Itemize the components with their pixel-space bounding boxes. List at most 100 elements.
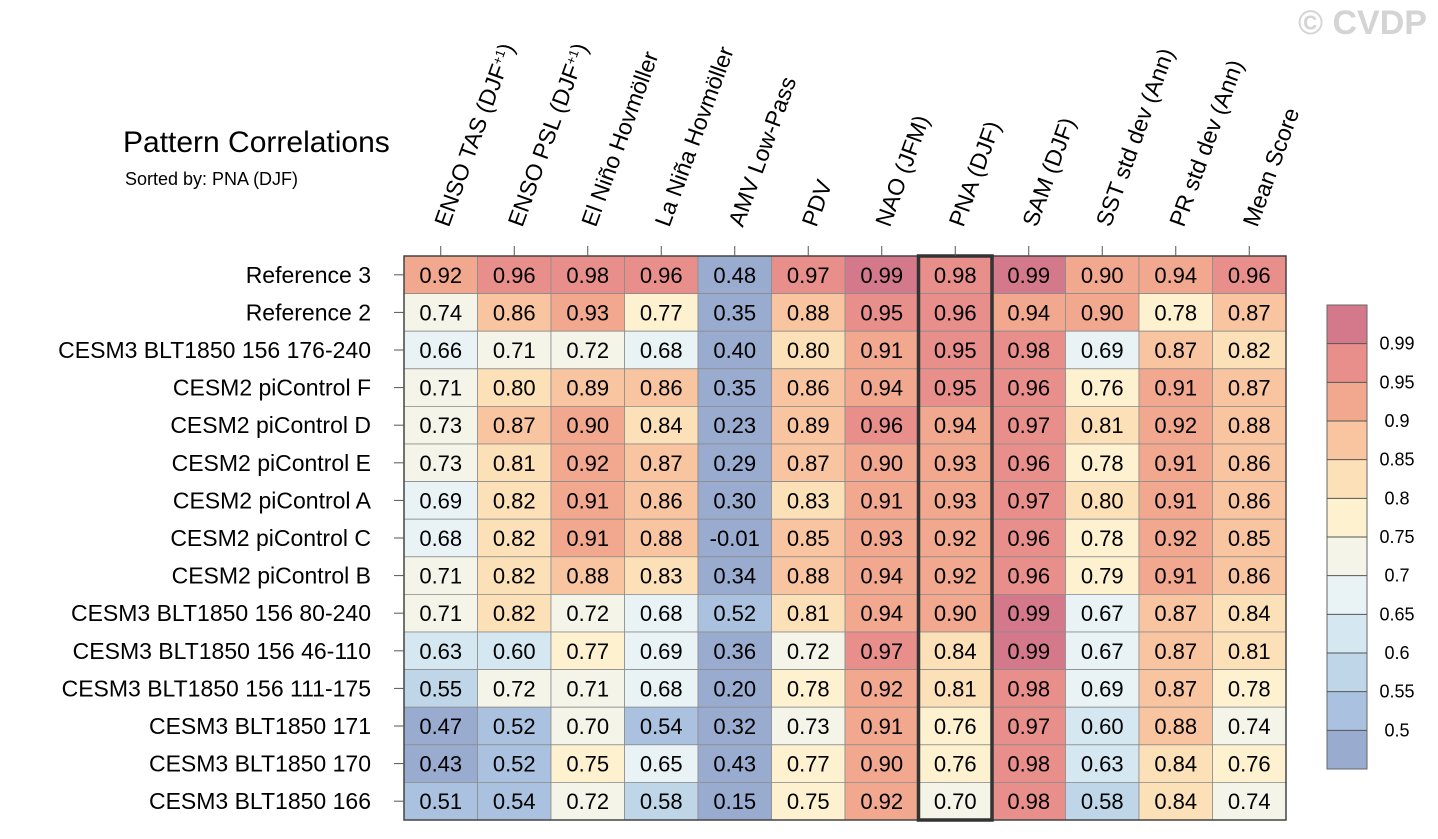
cell-value: 0.81 — [1081, 413, 1124, 438]
cell-value: 0.82 — [493, 488, 536, 513]
cell-value: 0.92 — [1154, 526, 1197, 551]
cell-value: 0.94 — [860, 564, 903, 589]
cell-value: 0.52 — [493, 714, 536, 739]
row-label: CESM2 piControl C — [170, 525, 371, 551]
colorbar-segment — [1327, 575, 1367, 615]
heatmap-cell — [1065, 594, 1140, 633]
heatmap-cell — [1138, 556, 1213, 595]
heatmap-cell — [550, 594, 625, 633]
heatmap-cell — [1212, 556, 1287, 595]
cell-value: 0.96 — [934, 300, 977, 325]
colorbar-label: 0.9 — [1384, 411, 1409, 431]
heatmap-cell — [1212, 631, 1287, 670]
cell-value: 0.89 — [787, 413, 830, 438]
cell-value: 0.92 — [934, 564, 977, 589]
cell-value: 0.76 — [1228, 752, 1271, 777]
cell-value: 0.91 — [1154, 451, 1197, 476]
cell-value: 0.72 — [566, 338, 609, 363]
cell-value: 0.97 — [860, 639, 903, 664]
heatmap-cell — [477, 443, 552, 482]
colorbar-label: 0.75 — [1379, 527, 1414, 547]
heatmap-cell — [1065, 405, 1140, 445]
colorbar-label: 0.5 — [1384, 720, 1409, 740]
chart-title: Pattern Correlations — [123, 126, 390, 159]
row-label: CESM3 BLT1850 156 46-110 — [73, 638, 371, 664]
cell-value: 0.75 — [787, 789, 830, 814]
cell-value: 0.97 — [1007, 488, 1050, 513]
cell-value: 0.54 — [493, 789, 536, 814]
colorbar-segment — [1327, 305, 1367, 344]
heatmap-cell — [403, 706, 478, 746]
colorbar-segment — [1327, 537, 1367, 576]
cell-value: 0.91 — [566, 488, 609, 513]
cell-value: 0.87 — [1154, 676, 1197, 701]
column-label: El Niño Hovmöller — [576, 48, 663, 230]
cell-value: 0.92 — [934, 526, 977, 551]
column-label: ENSO TAS (DJF+1) — [429, 40, 519, 230]
heatmap-cell — [1138, 706, 1213, 746]
cell-value: 0.87 — [493, 413, 536, 438]
heatmap-cell — [1138, 443, 1213, 482]
cell-value: 0.90 — [1081, 300, 1124, 325]
cell-value: 0.87 — [1228, 300, 1271, 325]
colorbar-label: 0.99 — [1379, 334, 1414, 354]
heatmap-cell — [477, 594, 552, 633]
cell-value: 0.80 — [493, 376, 536, 401]
cell-value: 0.58 — [1081, 789, 1124, 814]
heatmap-cell — [477, 706, 552, 746]
cell-value: 0.76 — [1081, 376, 1124, 401]
cell-value: 0.15 — [713, 789, 756, 814]
cell-value: 0.88 — [787, 300, 830, 325]
heatmap-cell — [624, 443, 699, 482]
heatmap-cell — [771, 443, 846, 482]
row-label: CESM3 BLT1850 171 — [149, 713, 371, 739]
cell-value: 0.71 — [419, 564, 462, 589]
heatmap-cell — [771, 368, 846, 407]
colorbar-segment — [1327, 730, 1367, 769]
cell-value: 0.55 — [419, 676, 462, 701]
cell-value: 0.93 — [566, 300, 609, 325]
cell-value: 0.72 — [566, 789, 609, 814]
cell-value: 0.32 — [713, 714, 756, 739]
cell-value: 0.81 — [1228, 639, 1271, 664]
cell-value: 0.92 — [419, 263, 462, 288]
colorbar-segment — [1327, 421, 1367, 460]
heatmap-cell — [477, 255, 552, 294]
cell-value: 0.68 — [419, 526, 462, 551]
cell-value: 0.91 — [860, 338, 903, 363]
colorbar-segment — [1327, 343, 1367, 383]
heatmap-cell — [403, 368, 478, 407]
heatmap-cell — [844, 669, 919, 708]
cell-value: 0.77 — [566, 639, 609, 664]
heatmap-cell — [624, 556, 699, 595]
colorbar-segment — [1327, 459, 1367, 499]
heatmap-cell — [918, 255, 993, 294]
cell-value: 0.72 — [566, 601, 609, 626]
cell-value: 0.29 — [713, 451, 756, 476]
cell-value: 0.89 — [566, 376, 609, 401]
cell-value: 0.70 — [934, 789, 977, 814]
heatmap-cell — [477, 631, 552, 670]
cell-value: 0.84 — [1154, 789, 1197, 814]
cell-value: 0.98 — [1007, 338, 1050, 363]
heatmap-cell — [844, 744, 919, 783]
cell-value: 0.71 — [566, 676, 609, 701]
cell-value: 0.91 — [1154, 376, 1197, 401]
heatmap-cell — [624, 594, 699, 633]
heatmap-cell — [624, 330, 699, 370]
cell-value: 0.35 — [713, 300, 756, 325]
heatmap-cell — [1212, 481, 1287, 520]
cell-value: 0.77 — [787, 752, 830, 777]
row-label: CESM3 BLT1850 166 — [149, 788, 371, 814]
heatmap-cell — [697, 443, 772, 482]
cell-value: 0.99 — [1007, 601, 1050, 626]
cell-value: 0.68 — [640, 676, 683, 701]
cell-value: 0.68 — [640, 338, 683, 363]
cell-value: 0.86 — [1228, 451, 1271, 476]
heatmap-cell — [550, 631, 625, 670]
heatmap-cell — [1138, 255, 1213, 294]
cell-value: 0.87 — [787, 451, 830, 476]
heatmap-cell — [1065, 368, 1140, 407]
chart-subtitle: Sorted by: PNA (DJF) — [125, 169, 299, 189]
heatmap-cell — [771, 481, 846, 520]
